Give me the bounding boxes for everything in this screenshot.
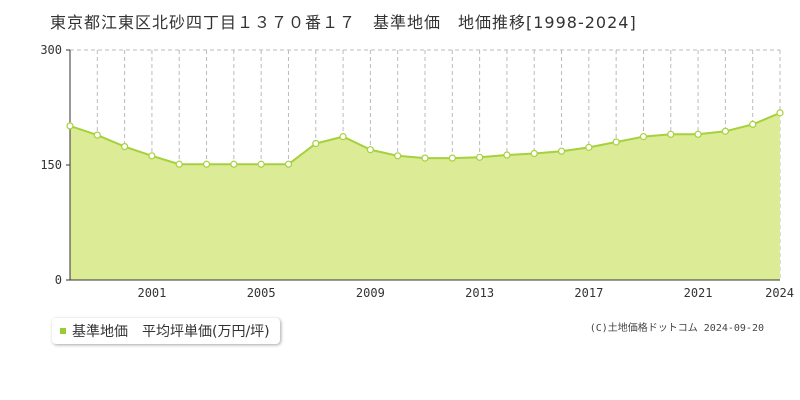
data-point: [557, 147, 566, 155]
y-tick-label: 150: [40, 158, 62, 172]
data-point: [366, 146, 374, 154]
data-point: [175, 160, 183, 168]
y-tick-labels: 0 150 300: [40, 43, 62, 287]
x-tick-label: 2024: [765, 286, 794, 300]
legend-label: 基準地価 平均坪単価(万円/坪): [72, 324, 270, 340]
chart-title: 東京都江東区北砂四丁目１３７０番１７ 基準地価 地価推移[1998-2024]: [50, 13, 637, 32]
y-tick-label: 0: [55, 273, 62, 287]
data-point: [448, 154, 456, 162]
legend: 基準地価 平均坪単価(万円/坪): [52, 318, 280, 344]
data-point: [394, 152, 402, 160]
data-point: [257, 160, 265, 168]
legend-swatch: [60, 328, 66, 334]
x-tick-labels: 2001 2005 2009 2013 2017 2021 2024: [137, 286, 794, 300]
x-tick-label: 2017: [574, 286, 603, 300]
data-point: [476, 153, 484, 161]
data-points: [66, 109, 784, 168]
y-tick-label: 300: [40, 43, 62, 57]
data-point: [148, 152, 156, 160]
credit-text: (C)土地価格ドットコム 2024-09-20: [589, 323, 764, 334]
x-tick-label: 2013: [465, 286, 494, 300]
data-point: [749, 120, 757, 128]
data-point: [230, 160, 238, 168]
data-point: [503, 151, 511, 159]
chart-svg: 0 150 300 2001 2005 2009 2013 2017 2021 2024: [40, 43, 794, 300]
data-point: [639, 133, 648, 141]
data-point: [585, 143, 593, 151]
x-tick-label: 2021: [684, 286, 713, 300]
area-fill: [70, 112, 780, 281]
axes: [66, 49, 780, 281]
data-point: [312, 139, 320, 148]
data-point: [202, 160, 211, 168]
data-point: [776, 109, 784, 117]
data-point: [93, 131, 101, 139]
data-point: [694, 130, 702, 138]
data-point: [284, 160, 293, 168]
x-tick-label: 2001: [137, 286, 166, 300]
data-point: [721, 127, 729, 135]
x-tick-label: 2005: [247, 286, 276, 300]
data-point: [667, 130, 675, 138]
data-point: [421, 154, 429, 162]
data-point: [121, 143, 129, 151]
data-point: [612, 138, 620, 146]
data-point: [66, 122, 74, 130]
data-point: [339, 133, 347, 141]
x-tick-label: 2009: [356, 286, 385, 300]
data-point: [530, 149, 538, 158]
